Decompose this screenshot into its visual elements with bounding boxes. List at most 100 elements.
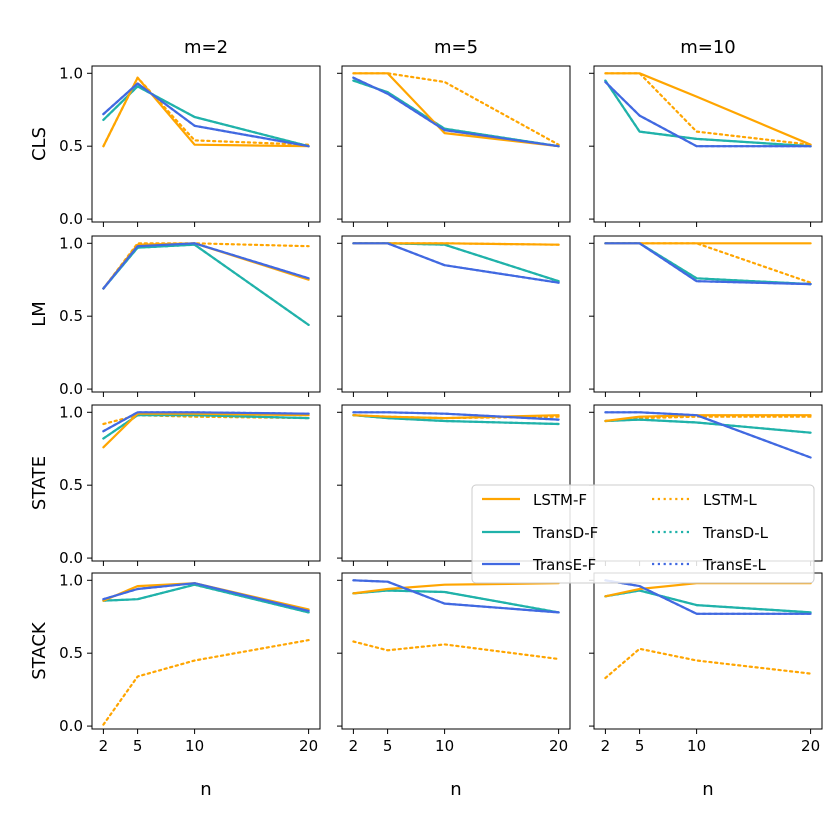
series-line-transe-f-lm-m-10 (604, 242, 812, 286)
panel-state-m-5 (337, 404, 571, 566)
series-line-lstm-f-cls-m-5 (352, 72, 560, 148)
series-line-transe-f-cls-m-2 (102, 82, 310, 148)
panel-frame-stack-m-5 (341, 572, 571, 730)
series-line-transe-f-stack-m-5 (352, 579, 560, 614)
y-tick-label: 1.0 (59, 64, 83, 82)
series-line-transe-l-cls-m-2 (102, 82, 310, 148)
legend: LSTM-F LSTM-L TransD-F TransD-L TransE-F… (471, 484, 815, 584)
series-line-transd-f-lm-m-5 (352, 242, 560, 283)
y-tick-label: 0.0 (59, 717, 83, 735)
panel-cls-m-5 (337, 65, 571, 227)
panel-frame-cls-m-5 (341, 65, 571, 223)
panel-frame-cls-m-10 (593, 65, 823, 223)
panel-lm-m-5 (337, 235, 571, 397)
y-tick-label: 1.0 (59, 234, 83, 252)
series-line-lstm-f-cls-m-10 (604, 72, 812, 146)
x-tick-label: 5 (383, 737, 393, 755)
panel-stack-m-10: 2 5 10 20 (589, 572, 823, 755)
y-tick-label: 0.0 (59, 549, 83, 567)
column-title: m=5 (434, 37, 478, 58)
x-tick-label: 2 (99, 737, 109, 755)
panel-frame-lm-m-5 (341, 235, 571, 393)
panel-stack-m-2: 0.0 0.5 1.0 2 5 10 20 (59, 571, 321, 755)
series-line-transe-f-stack-m-2 (102, 582, 310, 613)
x-tick-label: 20 (801, 737, 820, 755)
series-line-transd-f-lm-m-2 (102, 243, 310, 326)
series-line-transd-f-stack-m-2 (102, 583, 310, 614)
series-line-lstm-f-state-m-2 (102, 412, 310, 449)
panel-cls-m-2: 0.0 0.5 1.0 (59, 64, 321, 228)
panel-frame-cls-m-2 (91, 65, 321, 223)
panel-frame-lm-m-10 (593, 235, 823, 393)
series-line-transd-l-stack-m-10 (604, 589, 812, 614)
panel-frame-state-m-5 (341, 404, 571, 562)
column-title: m=2 (184, 37, 228, 58)
series-line-transd-f-cls-m-2 (102, 85, 310, 148)
row-label: STATE (29, 456, 50, 510)
series-line-lstm-f-cls-m-2 (102, 76, 310, 148)
x-tick-label: 5 (133, 737, 143, 755)
x-axis-label: n (702, 779, 713, 800)
panel-lm-m-10 (589, 235, 823, 397)
y-tick-label: 0.5 (59, 307, 83, 325)
series-line-transd-l-lm-m-2 (102, 243, 310, 326)
y-tick-label: 0.5 (59, 137, 83, 155)
panel-lm-m-2: 0.0 0.5 1.0 (59, 234, 321, 398)
y-tick-label: 1.0 (59, 403, 83, 421)
series-line-transd-f-cls-m-10 (604, 79, 812, 148)
legend-label-transe-l: TransE-L (702, 556, 767, 574)
series-line-lstm-l-cls-m-2 (102, 76, 310, 148)
y-tick-label: 1.0 (59, 571, 83, 589)
series-line-transe-f-lm-m-5 (352, 242, 560, 284)
series-line-lstm-l-cls-m-10 (604, 72, 812, 146)
series-line-transe-f-state-m-5 (352, 411, 560, 421)
x-tick-label: 10 (185, 737, 204, 755)
panel-state-m-2: 0.0 0.5 1.0 (59, 403, 321, 567)
panel-stack-m-5: 2 5 10 20 (337, 572, 571, 755)
series-line-transd-f-state-m-2 (102, 414, 310, 440)
series-line-transe-f-cls-m-10 (604, 80, 812, 148)
row-label: LM (29, 301, 50, 327)
legend-label-lstm-f: LSTM-F (533, 491, 587, 509)
row-labels: CLS LM STATE STACK (29, 127, 50, 680)
series-line-transe-f-cls-m-5 (352, 76, 560, 148)
column-title: m=10 (680, 37, 736, 58)
x-tick-label: 10 (687, 737, 706, 755)
y-tick-label: 0.0 (59, 380, 83, 398)
panels-layer: 0.0 0.5 1.0 0.0 0.5 1.0 0.0 0.5 1.0 0.0 0.5 1.0 2 5 10… (59, 64, 823, 755)
panel-frame-stack-m-2 (91, 572, 321, 730)
panel-state-m-10 (589, 404, 823, 566)
row-label: STACK (29, 621, 50, 680)
series-line-lstm-f-state-m-10 (604, 414, 812, 423)
x-tick-label: 20 (549, 737, 568, 755)
series-line-transe-l-cls-m-10 (604, 80, 812, 148)
series-line-transd-f-stack-m-10 (604, 589, 812, 614)
y-tick-label: 0.5 (59, 476, 83, 494)
series-line-transe-f-state-m-10 (604, 411, 812, 459)
x-axis-label: n (450, 779, 461, 800)
legend-frame (471, 484, 815, 584)
panel-frame-stack-m-10 (593, 572, 823, 730)
series-line-lstm-f-stack-m-5 (352, 582, 560, 595)
row-label: CLS (29, 127, 50, 161)
panel-cls-m-10 (589, 65, 823, 227)
series-line-transd-f-cls-m-5 (352, 79, 560, 148)
x-tick-label: 20 (299, 737, 318, 755)
legend-label-transe-f: TransE-F (532, 556, 596, 574)
series-line-transe-f-stack-m-10 (604, 579, 812, 615)
series-line-transe-f-state-m-2 (102, 411, 310, 433)
legend-label-transd-l: TransD-L (702, 524, 769, 542)
legend-label-transd-f: TransD-F (532, 524, 598, 542)
x-tick-label: 2 (601, 737, 611, 755)
x-tick-label: 2 (349, 737, 359, 755)
series-line-lstm-l-stack-m-5 (352, 640, 560, 661)
series-line-lstm-l-stack-m-2 (102, 638, 310, 726)
legend-label-lstm-l: LSTM-L (703, 491, 757, 509)
series-line-transe-f-lm-m-2 (102, 242, 310, 290)
series-line-transd-f-lm-m-10 (604, 242, 812, 286)
x-axis-label: n (200, 779, 211, 800)
panel-frame-state-m-2 (91, 404, 321, 562)
series-line-lstm-l-stack-m-10 (604, 647, 812, 680)
